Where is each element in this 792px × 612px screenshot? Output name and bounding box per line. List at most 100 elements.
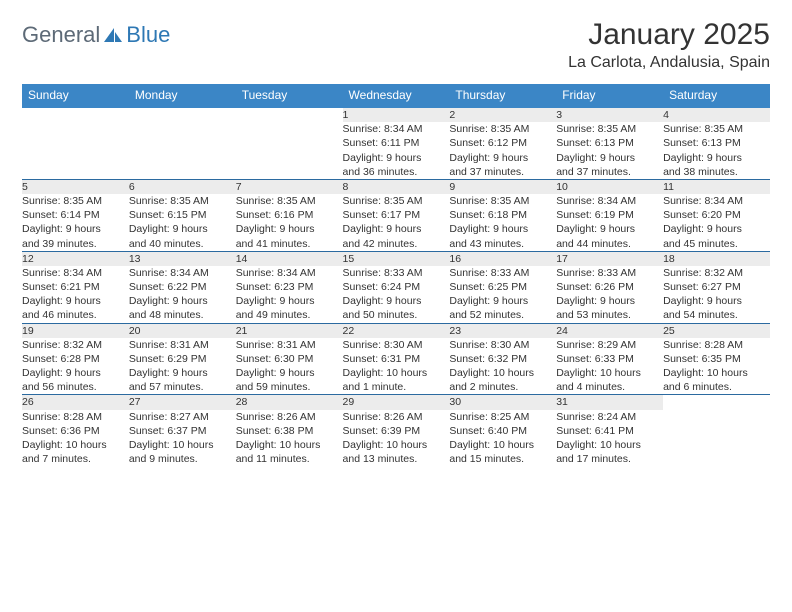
sunset-text: Sunset: 6:20 PM [663,208,770,222]
daylight-text: and 7 minutes. [22,452,129,466]
day-number-cell: 12 [22,251,129,266]
day-number-cell: 18 [663,251,770,266]
day-info-cell: Sunrise: 8:34 AMSunset: 6:23 PMDaylight:… [236,266,343,323]
day-number-cell: 2 [449,107,556,122]
daylight-text: and 59 minutes. [236,380,343,394]
sunrise-text: Sunrise: 8:32 AM [22,338,129,352]
day-number-cell: 25 [663,323,770,338]
day-header-row: Sunday Monday Tuesday Wednesday Thursday… [22,84,770,107]
calendar-body: 1234Sunrise: 8:34 AMSunset: 6:11 PMDayli… [22,107,770,466]
logo-text-blue: Blue [126,22,170,48]
daylight-text: Daylight: 10 hours [343,438,450,452]
sunrise-text: Sunrise: 8:35 AM [343,194,450,208]
daylight-text: and 4 minutes. [556,380,663,394]
day-info-cell: Sunrise: 8:32 AMSunset: 6:28 PMDaylight:… [22,338,129,395]
sunrise-text: Sunrise: 8:35 AM [22,194,129,208]
day-info-cell: Sunrise: 8:34 AMSunset: 6:22 PMDaylight:… [129,266,236,323]
day-number-cell: 5 [22,179,129,194]
daylight-text: Daylight: 10 hours [556,438,663,452]
location-label: La Carlota, Andalusia, Spain [568,54,770,72]
daylight-text: Daylight: 9 hours [22,366,129,380]
daylight-text: Daylight: 9 hours [663,151,770,165]
calendar-table: Sunday Monday Tuesday Wednesday Thursday… [22,84,770,466]
day-number-cell [22,107,129,122]
sunset-text: Sunset: 6:39 PM [343,424,450,438]
day-info-cell: Sunrise: 8:35 AMSunset: 6:13 PMDaylight:… [663,122,770,179]
daylight-text: and 11 minutes. [236,452,343,466]
daylight-text: and 46 minutes. [22,308,129,322]
day-number-cell: 19 [22,323,129,338]
daylight-text: Daylight: 9 hours [449,151,556,165]
daylight-text: and 48 minutes. [129,308,236,322]
daylight-text: Daylight: 9 hours [236,222,343,236]
daylight-text: and 2 minutes. [449,380,556,394]
daylight-text: Daylight: 10 hours [22,438,129,452]
day-number-cell: 30 [449,395,556,410]
day-number-cell: 9 [449,179,556,194]
day-number-cell: 28 [236,395,343,410]
sunrise-text: Sunrise: 8:35 AM [556,122,663,136]
sunset-text: Sunset: 6:29 PM [129,352,236,366]
daylight-text: Daylight: 9 hours [449,222,556,236]
sunrise-text: Sunrise: 8:28 AM [663,338,770,352]
sunset-text: Sunset: 6:38 PM [236,424,343,438]
day-info-cell: Sunrise: 8:35 AMSunset: 6:13 PMDaylight:… [556,122,663,179]
daylight-text: and 9 minutes. [129,452,236,466]
daylight-text: and 38 minutes. [663,165,770,179]
daylight-text: and 15 minutes. [449,452,556,466]
sunrise-text: Sunrise: 8:30 AM [449,338,556,352]
daylight-text: and 42 minutes. [343,237,450,251]
calendar-page: General Blue January 2025 La Carlota, An… [0,0,792,612]
daynum-row: 19202122232425 [22,323,770,338]
day-info-cell: Sunrise: 8:31 AMSunset: 6:30 PMDaylight:… [236,338,343,395]
day-info-cell: Sunrise: 8:30 AMSunset: 6:32 PMDaylight:… [449,338,556,395]
day-number-cell: 6 [129,179,236,194]
daynum-row: 12131415161718 [22,251,770,266]
sunrise-text: Sunrise: 8:35 AM [129,194,236,208]
day-info-cell: Sunrise: 8:28 AMSunset: 6:35 PMDaylight:… [663,338,770,395]
day-number-cell: 15 [343,251,450,266]
daylight-text: Daylight: 10 hours [449,438,556,452]
sunset-text: Sunset: 6:33 PM [556,352,663,366]
daylight-text: Daylight: 9 hours [556,151,663,165]
sunset-text: Sunset: 6:16 PM [236,208,343,222]
day-info-cell: Sunrise: 8:35 AMSunset: 6:18 PMDaylight:… [449,194,556,251]
daylight-text: Daylight: 9 hours [556,294,663,308]
day-number-cell [236,107,343,122]
day-number-cell: 3 [556,107,663,122]
daylight-text: and 44 minutes. [556,237,663,251]
day-number-cell: 11 [663,179,770,194]
sunrise-text: Sunrise: 8:35 AM [236,194,343,208]
day-number-cell: 24 [556,323,663,338]
sunset-text: Sunset: 6:17 PM [343,208,450,222]
daylight-text: and 41 minutes. [236,237,343,251]
day-header-sat: Saturday [663,84,770,107]
day-info-cell [129,122,236,179]
sunset-text: Sunset: 6:26 PM [556,280,663,294]
day-info-cell: Sunrise: 8:32 AMSunset: 6:27 PMDaylight:… [663,266,770,323]
day-number-cell: 10 [556,179,663,194]
day-header-fri: Friday [556,84,663,107]
day-number-cell: 31 [556,395,663,410]
day-info-cell [236,122,343,179]
daylight-text: and 53 minutes. [556,308,663,322]
day-number-cell: 29 [343,395,450,410]
daynum-row: 262728293031 [22,395,770,410]
sunset-text: Sunset: 6:19 PM [556,208,663,222]
daylight-text: and 39 minutes. [22,237,129,251]
daylight-text: Daylight: 9 hours [663,294,770,308]
info-row: Sunrise: 8:35 AMSunset: 6:14 PMDaylight:… [22,194,770,251]
title-block: January 2025 La Carlota, Andalusia, Spai… [568,18,770,72]
day-info-cell: Sunrise: 8:31 AMSunset: 6:29 PMDaylight:… [129,338,236,395]
sunrise-text: Sunrise: 8:35 AM [449,194,556,208]
day-info-cell: Sunrise: 8:26 AMSunset: 6:38 PMDaylight:… [236,410,343,467]
daylight-text: Daylight: 9 hours [129,222,236,236]
sunrise-text: Sunrise: 8:33 AM [343,266,450,280]
daylight-text: and 45 minutes. [663,237,770,251]
day-info-cell: Sunrise: 8:29 AMSunset: 6:33 PMDaylight:… [556,338,663,395]
sunrise-text: Sunrise: 8:31 AM [129,338,236,352]
sunrise-text: Sunrise: 8:33 AM [556,266,663,280]
day-number-cell: 23 [449,323,556,338]
day-number-cell: 21 [236,323,343,338]
day-number-cell: 14 [236,251,343,266]
